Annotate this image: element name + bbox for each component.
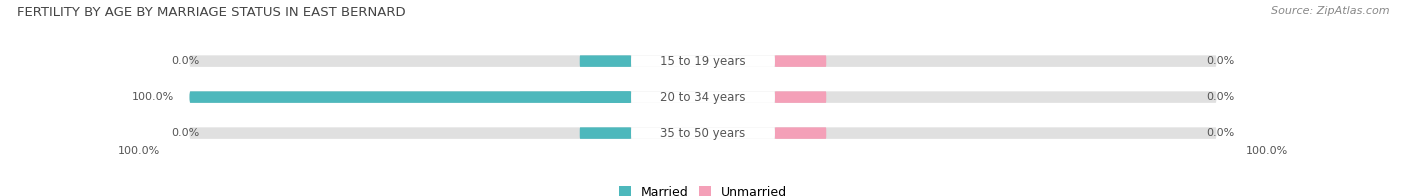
- FancyBboxPatch shape: [631, 91, 775, 103]
- Text: 100.0%: 100.0%: [118, 146, 160, 156]
- Text: 100.0%: 100.0%: [132, 92, 174, 102]
- Text: 0.0%: 0.0%: [1206, 92, 1234, 102]
- FancyBboxPatch shape: [190, 55, 1216, 67]
- FancyBboxPatch shape: [775, 55, 827, 67]
- FancyBboxPatch shape: [190, 91, 1216, 103]
- Text: 0.0%: 0.0%: [1206, 56, 1234, 66]
- Text: 0.0%: 0.0%: [172, 56, 200, 66]
- FancyBboxPatch shape: [579, 127, 631, 139]
- FancyBboxPatch shape: [579, 55, 631, 67]
- Text: Source: ZipAtlas.com: Source: ZipAtlas.com: [1271, 6, 1389, 16]
- Text: 20 to 34 years: 20 to 34 years: [661, 91, 745, 104]
- FancyBboxPatch shape: [631, 55, 775, 67]
- Text: 0.0%: 0.0%: [172, 128, 200, 138]
- Text: 100.0%: 100.0%: [1246, 146, 1288, 156]
- Text: 0.0%: 0.0%: [1206, 128, 1234, 138]
- FancyBboxPatch shape: [190, 127, 1216, 139]
- Text: 15 to 19 years: 15 to 19 years: [661, 55, 745, 68]
- FancyBboxPatch shape: [775, 127, 827, 139]
- FancyBboxPatch shape: [190, 91, 631, 103]
- FancyBboxPatch shape: [579, 91, 631, 103]
- FancyBboxPatch shape: [631, 127, 775, 139]
- Legend: Married, Unmarried: Married, Unmarried: [613, 181, 793, 196]
- Text: FERTILITY BY AGE BY MARRIAGE STATUS IN EAST BERNARD: FERTILITY BY AGE BY MARRIAGE STATUS IN E…: [17, 6, 405, 19]
- Text: 35 to 50 years: 35 to 50 years: [661, 127, 745, 140]
- FancyBboxPatch shape: [775, 91, 827, 103]
